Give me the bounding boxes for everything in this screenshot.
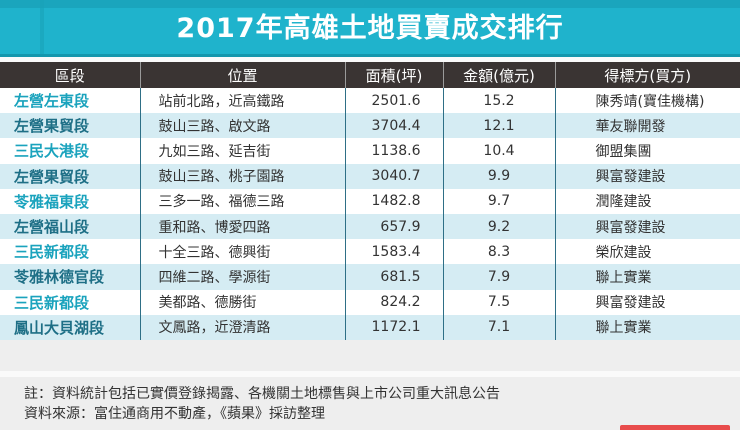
location-cell: 文鳳路，近澄清路: [139, 314, 345, 340]
table-row: 三民新都段 美都路、德勝街 824.2 7.5 興富發建設: [0, 289, 740, 315]
table-row: 三民大港段 九如三路、延吉街 1138.6 10.4 御盟集團: [0, 138, 740, 164]
zone-cell: 三民新都段: [0, 239, 140, 265]
table-row: 左營果貿段 鼓山三路、啟文路 3704.4 12.1 華友聯開發: [0, 113, 740, 139]
location-cell: 重和路、博愛四路: [139, 213, 345, 240]
zone-cell: 左營果貿段: [0, 113, 140, 139]
zone-cell: 鳳山大貝湖段: [0, 314, 140, 340]
area-cell: 657.9: [344, 213, 443, 240]
buyer-cell: 榮欣建設: [554, 239, 740, 265]
area-cell: 2501.6: [344, 88, 443, 114]
location-cell: 站前北路，近高鐵路: [139, 88, 345, 114]
table-row: 苓雅林德官段 四維二路、學源街 681.5 7.9 聯上實業: [0, 264, 740, 290]
table-header-row: 區段 位置 面積(坪) 金額(億元) 得標方(買方): [0, 62, 740, 88]
area-cell: 1482.8: [344, 188, 443, 214]
divider: [0, 57, 740, 62]
amount-cell: 9.7: [442, 188, 555, 214]
amount-cell: 9.9: [442, 163, 555, 189]
area-cell: 1172.1: [344, 314, 443, 340]
amount-cell: 8.3: [442, 239, 555, 265]
header-area: 面積(坪): [344, 62, 443, 88]
zone-cell: 苓雅福東段: [0, 188, 140, 214]
location-cell: 鼓山三路、啟文路: [139, 113, 345, 139]
zone-cell: 三民新都段: [0, 289, 140, 315]
area-cell: 681.5: [344, 264, 443, 290]
location-cell: 美都路、德勝街: [139, 289, 345, 315]
location-cell: 十全三路、德興街: [139, 239, 345, 265]
table-row: 三民新都段 十全三路、德興街 1583.4 8.3 榮欣建設: [0, 239, 740, 265]
table-row: 左營福山段 重和路、博愛四路 657.9 9.2 興富發建設: [0, 213, 740, 240]
location-cell: 鼓山三路、桃子園路: [139, 163, 345, 189]
buyer-cell: 潤隆建設: [554, 188, 740, 214]
zone-cell: 苓雅林德官段: [0, 264, 140, 290]
buyer-cell: 興富發建設: [554, 213, 740, 240]
amount-cell: 12.1: [442, 113, 555, 139]
zone-cell: 左營果貿段: [0, 163, 140, 189]
header-location: 位置: [139, 62, 345, 88]
amount-cell: 15.2: [442, 88, 555, 114]
location-cell: 四維二路、學源街: [139, 264, 345, 290]
title-top-strip: [0, 0, 740, 8]
page-title: 2017年高雄土地買賣成交排行: [176, 13, 564, 44]
amount-cell: 10.4: [442, 138, 555, 164]
footnotes: 註：資料統計包括已實價登錄揭露、各機關土地標售與上市公司重大訊息公告 資料來源：…: [24, 384, 500, 424]
zone-cell: 左營左東段: [0, 88, 140, 114]
buyer-cell: 御盟集團: [554, 138, 740, 164]
area-cell: 3040.7: [344, 163, 443, 189]
divider: [0, 371, 740, 377]
header-zone: 區段: [0, 62, 140, 88]
amount-cell: 7.9: [442, 264, 555, 290]
buyer-cell: 華友聯開發: [554, 113, 740, 139]
header-amount: 金額(億元): [442, 62, 555, 88]
amount-cell: 7.5: [442, 289, 555, 315]
zone-cell: 三民大港段: [0, 138, 140, 164]
table-row: 左營果貿段 鼓山三路、桃子園路 3040.7 9.9 興富發建設: [0, 163, 740, 189]
title-decoration: [40, 0, 44, 54]
location-cell: 三多一路、福德三路: [139, 188, 345, 214]
buyer-cell: 聯上實業: [554, 264, 740, 290]
note-text: 註：資料統計包括已實價登錄揭露、各機關土地標售與上市公司重大訊息公告: [24, 386, 500, 402]
amount-cell: 9.2: [442, 213, 555, 240]
buyer-cell: 聯上實業: [554, 314, 740, 340]
buyer-cell: 陳秀靖(寶佳機構): [554, 88, 740, 114]
buyer-cell: 興富發建設: [554, 289, 740, 315]
table-row: 左營左東段 站前北路，近高鐵路 2501.6 15.2 陳秀靖(寶佳機構): [0, 88, 740, 114]
publisher-logo-fragment: [620, 425, 730, 430]
location-cell: 九如三路、延吉街: [139, 138, 345, 164]
area-cell: 824.2: [344, 289, 443, 315]
buyer-cell: 興富發建設: [554, 163, 740, 189]
table-row: 鳳山大貝湖段 文鳳路，近澄清路 1172.1 7.1 聯上實業: [0, 314, 740, 340]
ranking-table: 區段 位置 面積(坪) 金額(億元) 得標方(買方) 左營左東段 站前北路，近高…: [0, 62, 740, 340]
area-cell: 3704.4: [344, 113, 443, 139]
source-text: 資料來源：富住通商用不動產，《蘋果》採訪整理: [24, 406, 325, 422]
header-buyer: 得標方(買方): [554, 62, 740, 88]
area-cell: 1138.6: [344, 138, 443, 164]
amount-cell: 7.1: [442, 314, 555, 340]
table-row: 苓雅福東段 三多一路、福德三路 1482.8 9.7 潤隆建設: [0, 188, 740, 214]
zone-cell: 左營福山段: [0, 213, 140, 240]
area-cell: 1583.4: [344, 239, 443, 265]
title-bar: 2017年高雄土地買賣成交排行: [0, 0, 740, 57]
